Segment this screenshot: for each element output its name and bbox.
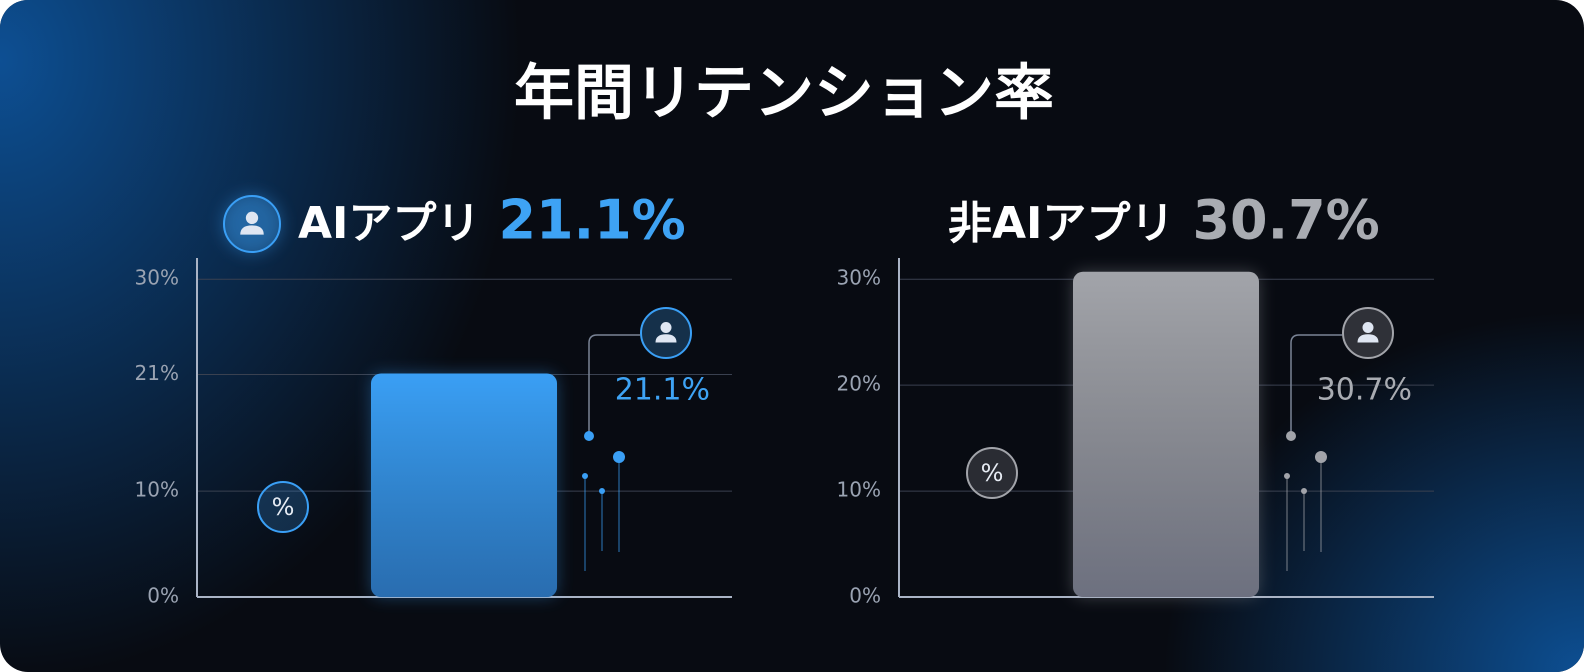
data-label: 30.7% [1317, 373, 1412, 408]
user-icon-head [1362, 322, 1374, 333]
y-tick-label: 20% [837, 372, 881, 396]
decor-dot [1301, 488, 1307, 494]
badge-label: % [981, 459, 1004, 487]
page-title: 年間リテンション率 [514, 59, 1054, 129]
decor-dot [613, 451, 625, 463]
user-icon-head [660, 322, 672, 333]
headline-value: 21.1% [498, 189, 685, 252]
data-label: 21.1% [615, 373, 710, 408]
icon-glow [222, 194, 282, 254]
badge [257, 481, 309, 533]
y-tick-label: 10% [837, 478, 881, 502]
y-tick-label: 30% [135, 266, 179, 290]
connector [588, 334, 640, 436]
y-tick-label: 0% [147, 584, 179, 608]
chart: 非AIアプリ 30.7% 0% 10% 20% 30% 30.7%% [837, 189, 1434, 608]
decor-dot [1315, 451, 1327, 463]
user-icon-head [245, 211, 259, 224]
decor-dot [1284, 473, 1290, 479]
y-tick-label: 10% [135, 478, 179, 502]
bar-shade [1073, 271, 1259, 597]
bar-shade [371, 373, 557, 597]
decor-dot [584, 431, 594, 441]
badge [966, 447, 1018, 499]
chart-label: 非AIアプリ [948, 198, 1174, 249]
decor-dot [582, 473, 588, 479]
y-tick-label: 0% [849, 584, 881, 608]
user-icon [223, 195, 281, 253]
y-tick-label: 30% [837, 266, 881, 290]
user-icon-body [240, 225, 264, 235]
decor-dot [1286, 431, 1296, 441]
user-icon-body [1357, 334, 1379, 343]
y-tick-label: 21% [135, 361, 179, 385]
chart-label: AIアプリ [298, 198, 480, 249]
badge-label: % [272, 493, 295, 521]
chart: AIアプリ 21.1% 0% 10% 21% 30% 21.1%% [135, 189, 732, 608]
charts: AIアプリ 21.1% 0% 10% 21% 30% 21.1%% 非AIアプリ 30.7% 0%… [135, 189, 1434, 608]
connector [1290, 334, 1342, 436]
headline-value: 30.7% [1192, 189, 1379, 252]
user-icon-body [655, 334, 677, 343]
decor-dot [599, 488, 605, 494]
